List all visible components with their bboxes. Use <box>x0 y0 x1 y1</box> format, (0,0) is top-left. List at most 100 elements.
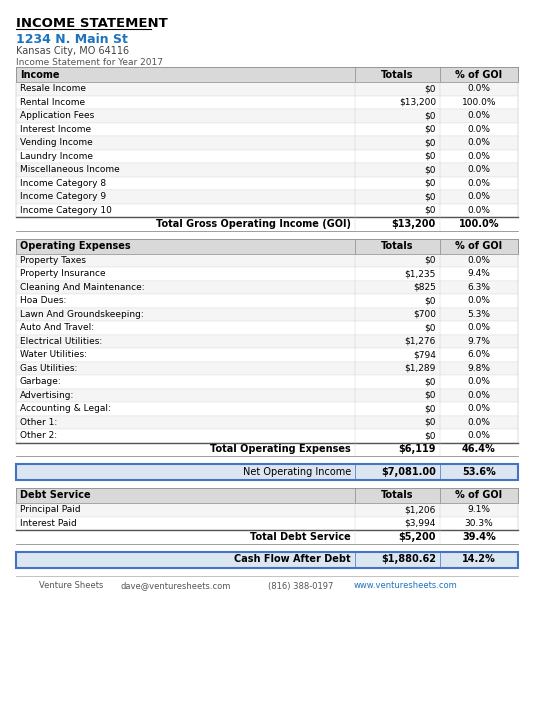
Text: Totals: Totals <box>381 70 414 79</box>
Text: Water Utilities:: Water Utilities: <box>20 350 87 359</box>
Bar <box>16 109 518 122</box>
Text: Resale Income: Resale Income <box>20 84 86 94</box>
Text: Total Debt Service: Total Debt Service <box>250 532 351 541</box>
Bar <box>16 321 518 335</box>
Text: 6.3%: 6.3% <box>467 283 491 292</box>
Text: Income Category 10: Income Category 10 <box>20 206 112 215</box>
Text: 100.0%: 100.0% <box>459 219 499 229</box>
Bar <box>16 281 518 294</box>
Text: 0.0%: 0.0% <box>467 84 491 94</box>
Bar <box>16 348 518 361</box>
Bar <box>16 163 518 176</box>
Text: Electrical Utilities:: Electrical Utilities: <box>20 337 102 346</box>
Text: 0.0%: 0.0% <box>467 296 491 305</box>
Text: Hoa Dues:: Hoa Dues: <box>20 296 66 305</box>
Bar <box>16 136 518 150</box>
Text: $0: $0 <box>425 84 436 94</box>
Text: $0: $0 <box>425 404 436 413</box>
Bar <box>16 375 518 389</box>
Text: Income Statement for Year 2017: Income Statement for Year 2017 <box>16 58 163 67</box>
Bar <box>16 122 518 136</box>
Text: $0: $0 <box>425 125 436 134</box>
Text: $7,081.00: $7,081.00 <box>381 467 436 477</box>
Text: Other 2:: Other 2: <box>20 431 57 440</box>
Text: $3,994: $3,994 <box>405 518 436 528</box>
Text: Net Operating Income: Net Operating Income <box>243 467 351 477</box>
Bar <box>16 307 518 321</box>
Text: Auto And Travel:: Auto And Travel: <box>20 323 94 332</box>
Text: Totals: Totals <box>381 490 414 500</box>
Text: % of GOI: % of GOI <box>456 241 502 251</box>
Bar <box>16 389 518 402</box>
Text: 9.4%: 9.4% <box>468 269 490 278</box>
Text: 46.4%: 46.4% <box>462 444 496 454</box>
Text: $0: $0 <box>425 179 436 188</box>
Text: 0.0%: 0.0% <box>467 404 491 413</box>
Text: Total Gross Operating Income (GOI): Total Gross Operating Income (GOI) <box>156 219 351 229</box>
Bar <box>16 464 518 480</box>
Text: 0.0%: 0.0% <box>467 256 491 265</box>
Text: Advertising:: Advertising: <box>20 391 74 400</box>
Bar <box>16 402 518 415</box>
Bar <box>16 176 518 190</box>
Text: INCOME STATEMENT: INCOME STATEMENT <box>16 17 168 30</box>
Bar <box>16 516 518 530</box>
Text: Other 1:: Other 1: <box>20 418 57 427</box>
Text: 0.0%: 0.0% <box>467 323 491 332</box>
Text: $0: $0 <box>425 206 436 215</box>
Text: Operating Expenses: Operating Expenses <box>20 241 131 251</box>
Text: 100.0%: 100.0% <box>462 98 496 107</box>
Bar <box>16 488 518 503</box>
Text: $0: $0 <box>425 138 436 148</box>
Bar <box>16 82 518 96</box>
Text: $0: $0 <box>425 192 436 202</box>
Text: $0: $0 <box>425 112 436 120</box>
Bar <box>16 443 518 456</box>
Text: Miscellaneous Income: Miscellaneous Income <box>20 166 120 174</box>
Text: $6,119: $6,119 <box>398 444 436 454</box>
Text: 0.0%: 0.0% <box>467 179 491 188</box>
Bar <box>16 429 518 443</box>
Bar <box>16 238 518 253</box>
Text: Cleaning And Maintenance:: Cleaning And Maintenance: <box>20 283 145 292</box>
Text: Application Fees: Application Fees <box>20 112 94 120</box>
Text: 0.0%: 0.0% <box>467 206 491 215</box>
Text: 5.3%: 5.3% <box>467 310 491 319</box>
Text: dave@venturesheets.com: dave@venturesheets.com <box>121 582 231 590</box>
Text: Income Category 8: Income Category 8 <box>20 179 106 188</box>
Text: $0: $0 <box>425 431 436 440</box>
Text: $794: $794 <box>413 350 436 359</box>
Text: 0.0%: 0.0% <box>467 192 491 202</box>
Text: www.venturesheets.com: www.venturesheets.com <box>354 582 458 590</box>
Text: $1,235: $1,235 <box>405 269 436 278</box>
Bar <box>16 67 518 82</box>
Text: 9.1%: 9.1% <box>467 505 491 514</box>
Bar <box>16 361 518 375</box>
Text: 9.8%: 9.8% <box>467 364 491 373</box>
Text: Interest Income: Interest Income <box>20 125 91 134</box>
Text: 9.7%: 9.7% <box>467 337 491 346</box>
Text: Gas Utilities:: Gas Utilities: <box>20 364 77 373</box>
Text: 0.0%: 0.0% <box>467 152 491 161</box>
Text: 53.6%: 53.6% <box>462 467 496 477</box>
Text: Property Insurance: Property Insurance <box>20 269 106 278</box>
Text: Garbage:: Garbage: <box>20 377 62 386</box>
Text: $700: $700 <box>413 310 436 319</box>
Text: Venture Sheets: Venture Sheets <box>39 582 103 590</box>
Bar <box>16 217 518 230</box>
Bar <box>16 530 518 544</box>
Text: 0.0%: 0.0% <box>467 112 491 120</box>
Bar <box>16 503 518 516</box>
Text: 6.0%: 6.0% <box>467 350 491 359</box>
Text: 1234 N. Main St: 1234 N. Main St <box>16 33 128 46</box>
Text: Lawn And Groundskeeping:: Lawn And Groundskeeping: <box>20 310 144 319</box>
Text: 30.3%: 30.3% <box>465 518 493 528</box>
Bar <box>16 190 518 204</box>
Text: $1,880.62: $1,880.62 <box>381 554 436 564</box>
Text: $825: $825 <box>413 283 436 292</box>
Text: 0.0%: 0.0% <box>467 166 491 174</box>
Text: $13,200: $13,200 <box>399 98 436 107</box>
Text: $0: $0 <box>425 296 436 305</box>
Text: 0.0%: 0.0% <box>467 431 491 440</box>
Text: Income Category 9: Income Category 9 <box>20 192 106 202</box>
